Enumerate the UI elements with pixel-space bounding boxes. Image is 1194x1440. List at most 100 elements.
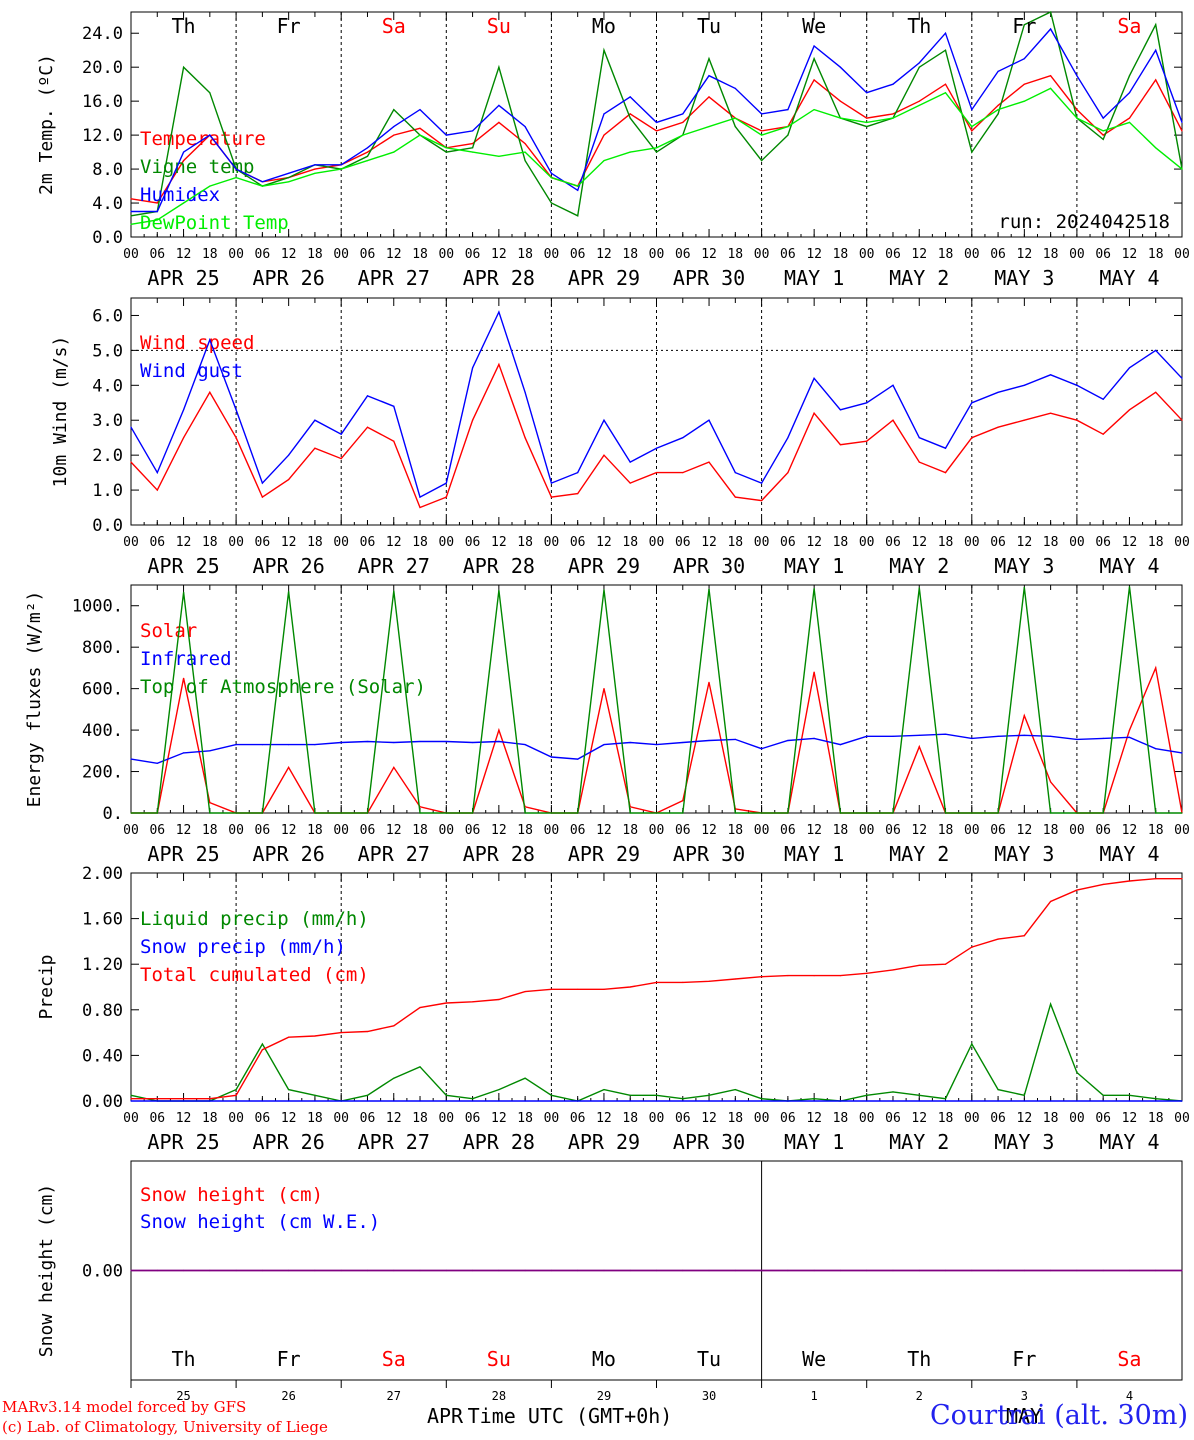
y-tick-label: 2.0 (92, 446, 123, 466)
data-point (1128, 121, 1131, 123)
date-label: MAY 3 (994, 554, 1054, 578)
date-label: APR 25 (147, 1130, 219, 1154)
data-point (734, 812, 736, 814)
data-point (1023, 83, 1025, 85)
hour-label: 00 (438, 823, 454, 838)
data-point (1155, 748, 1157, 750)
legend-entry: Infrared (140, 648, 232, 670)
data-point (235, 409, 237, 411)
data-point (419, 1269, 421, 1272)
data-point (498, 998, 500, 1001)
date-label: APR 28 (463, 1130, 535, 1154)
y-tick-label: 5.0 (92, 341, 123, 361)
hour-label: 12 (701, 535, 717, 550)
data-point (839, 1269, 842, 1272)
data-point (997, 113, 999, 115)
data-point (629, 986, 631, 988)
hour-label: 06 (570, 535, 586, 550)
hour-label: 00 (964, 247, 980, 262)
data-point (498, 363, 500, 365)
hour-label: 18 (517, 823, 533, 838)
data-point (918, 1094, 920, 1096)
data-point (944, 733, 947, 735)
weekday-label: Th (907, 1347, 931, 1371)
hour-label: 00 (438, 1111, 454, 1126)
data-point (708, 75, 710, 77)
data-point (156, 812, 158, 814)
data-point (577, 472, 579, 474)
data-point (366, 147, 369, 149)
hour-label: 12 (701, 247, 717, 262)
weekday-label: Th (172, 14, 196, 38)
hour-label: 12 (911, 1111, 927, 1126)
data-point (393, 134, 395, 136)
data-point (261, 1049, 263, 1051)
data-point (655, 151, 658, 153)
hour-label: 06 (885, 535, 901, 550)
data-point (708, 58, 710, 60)
date-label: MAY 1 (784, 266, 844, 290)
weekday-label: Sa (1117, 1347, 1141, 1371)
data-point (682, 134, 684, 136)
hour-label: 00 (438, 535, 454, 550)
hour-label: 18 (938, 535, 954, 550)
data-point (130, 426, 132, 428)
x-axis-label: Time UTC (GMT+0h) (468, 1404, 673, 1428)
data-point (918, 964, 920, 966)
hour-label: 12 (911, 823, 927, 838)
date-label: MAY 4 (1099, 842, 1159, 866)
data-point (971, 812, 973, 814)
run-label: run: 2024042518 (998, 211, 1170, 233)
date-label: APR 28 (463, 554, 535, 578)
data-point (288, 181, 290, 183)
data-point (866, 92, 868, 94)
data-point (971, 126, 973, 128)
hour-label: 18 (1148, 535, 1164, 550)
data-point (1181, 377, 1183, 379)
data-point (997, 70, 999, 72)
hour-label: 00 (859, 247, 875, 262)
hour-label: 00 (1174, 247, 1190, 262)
data-point (734, 1089, 736, 1091)
date-label: APR 29 (568, 554, 640, 578)
data-point (629, 1094, 631, 1096)
data-point (419, 506, 421, 509)
hour-label: 18 (727, 823, 743, 838)
hour-label: 18 (202, 247, 218, 262)
hour-label: 06 (360, 535, 376, 550)
data-point (183, 151, 185, 153)
data-point (761, 1269, 763, 1272)
data-point (261, 496, 263, 498)
data-point (682, 981, 684, 984)
data-point (1102, 433, 1104, 435)
data-point (866, 117, 868, 119)
data-point (1023, 1269, 1025, 1272)
data-point (1023, 1100, 1025, 1102)
data-point (708, 1269, 710, 1272)
hour-label: 06 (465, 823, 481, 838)
data-point (1128, 75, 1131, 77)
hour-label: 06 (149, 535, 165, 550)
data-point (944, 1100, 947, 1102)
data-point (419, 496, 421, 498)
data-point (708, 1094, 710, 1096)
data-point (366, 160, 369, 162)
data-point (183, 202, 185, 204)
data-point (156, 202, 158, 204)
plot-frame (130, 11, 1183, 238)
data-point (183, 1098, 185, 1100)
data-point (419, 1006, 421, 1009)
data-point (682, 812, 684, 814)
hour-label: 06 (255, 823, 271, 838)
y-tick-label: 1.20 (82, 955, 123, 975)
data-point (1128, 367, 1131, 369)
data-point (944, 963, 947, 965)
y-tick-label: 24.0 (82, 24, 123, 44)
legend-entry: Snow height (cm) (140, 1184, 323, 1206)
legend-entry: Vigne temp (140, 156, 254, 178)
credit-line-1: MARv3.14 model forced by GFS (2, 1398, 247, 1416)
data-point (892, 1100, 894, 1102)
data-point (577, 988, 579, 990)
data-point (366, 1030, 369, 1033)
hour-label: 00 (123, 823, 139, 838)
